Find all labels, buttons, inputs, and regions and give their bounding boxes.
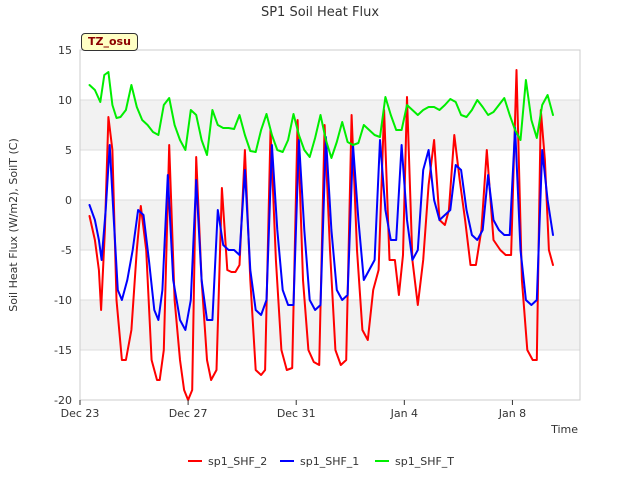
y-tick-label: -20 (54, 394, 72, 407)
y-tick-label: -5 (61, 244, 72, 257)
x-tick-label: Dec 27 (169, 407, 208, 420)
legend-label: sp1_SHF_2 (208, 455, 267, 468)
y-tick-label: 15 (58, 44, 72, 57)
legend-label: sp1_SHF_1 (300, 455, 359, 468)
y-tick-label: 5 (65, 144, 72, 157)
chart-title: SP1 Soil Heat Flux (261, 5, 379, 20)
y-tick-label: -10 (54, 294, 72, 307)
background-band (80, 100, 580, 150)
series-line-sp1_SHF_1 (88, 127, 554, 331)
y-axis-label: Soil Heat Flux (W/m2), SoilT (C) (7, 138, 20, 311)
y-tick-label: 0 (65, 194, 72, 207)
site-badge: TZ_osu (81, 33, 138, 51)
x-tick-label: Jan 8 (498, 407, 526, 420)
x-tick-label: Jan 4 (390, 407, 418, 420)
series-lines (88, 69, 554, 401)
x-tick-labels: Dec 23 Dec 27 Dec 31 Jan 4 Jan 8 (61, 400, 526, 420)
legend-label: sp1_SHF_T (395, 455, 454, 468)
x-tick-label: Dec 31 (277, 407, 316, 420)
x-tick-label: Dec 23 (61, 407, 100, 420)
y-tick-label: -15 (54, 344, 72, 357)
x-axis-label: Time (550, 423, 578, 436)
series-line-sp1_SHF_2 (88, 69, 554, 401)
series-line-sp1_SHF_T (88, 71, 554, 159)
y-tick-labels: -20 -15 -10 -5 0 5 10 15 (54, 44, 72, 407)
legend: sp1_SHF_2 sp1_SHF_1 sp1_SHF_T (188, 455, 454, 468)
y-tick-label: 10 (58, 94, 72, 107)
plot-frame (79, 49, 581, 401)
